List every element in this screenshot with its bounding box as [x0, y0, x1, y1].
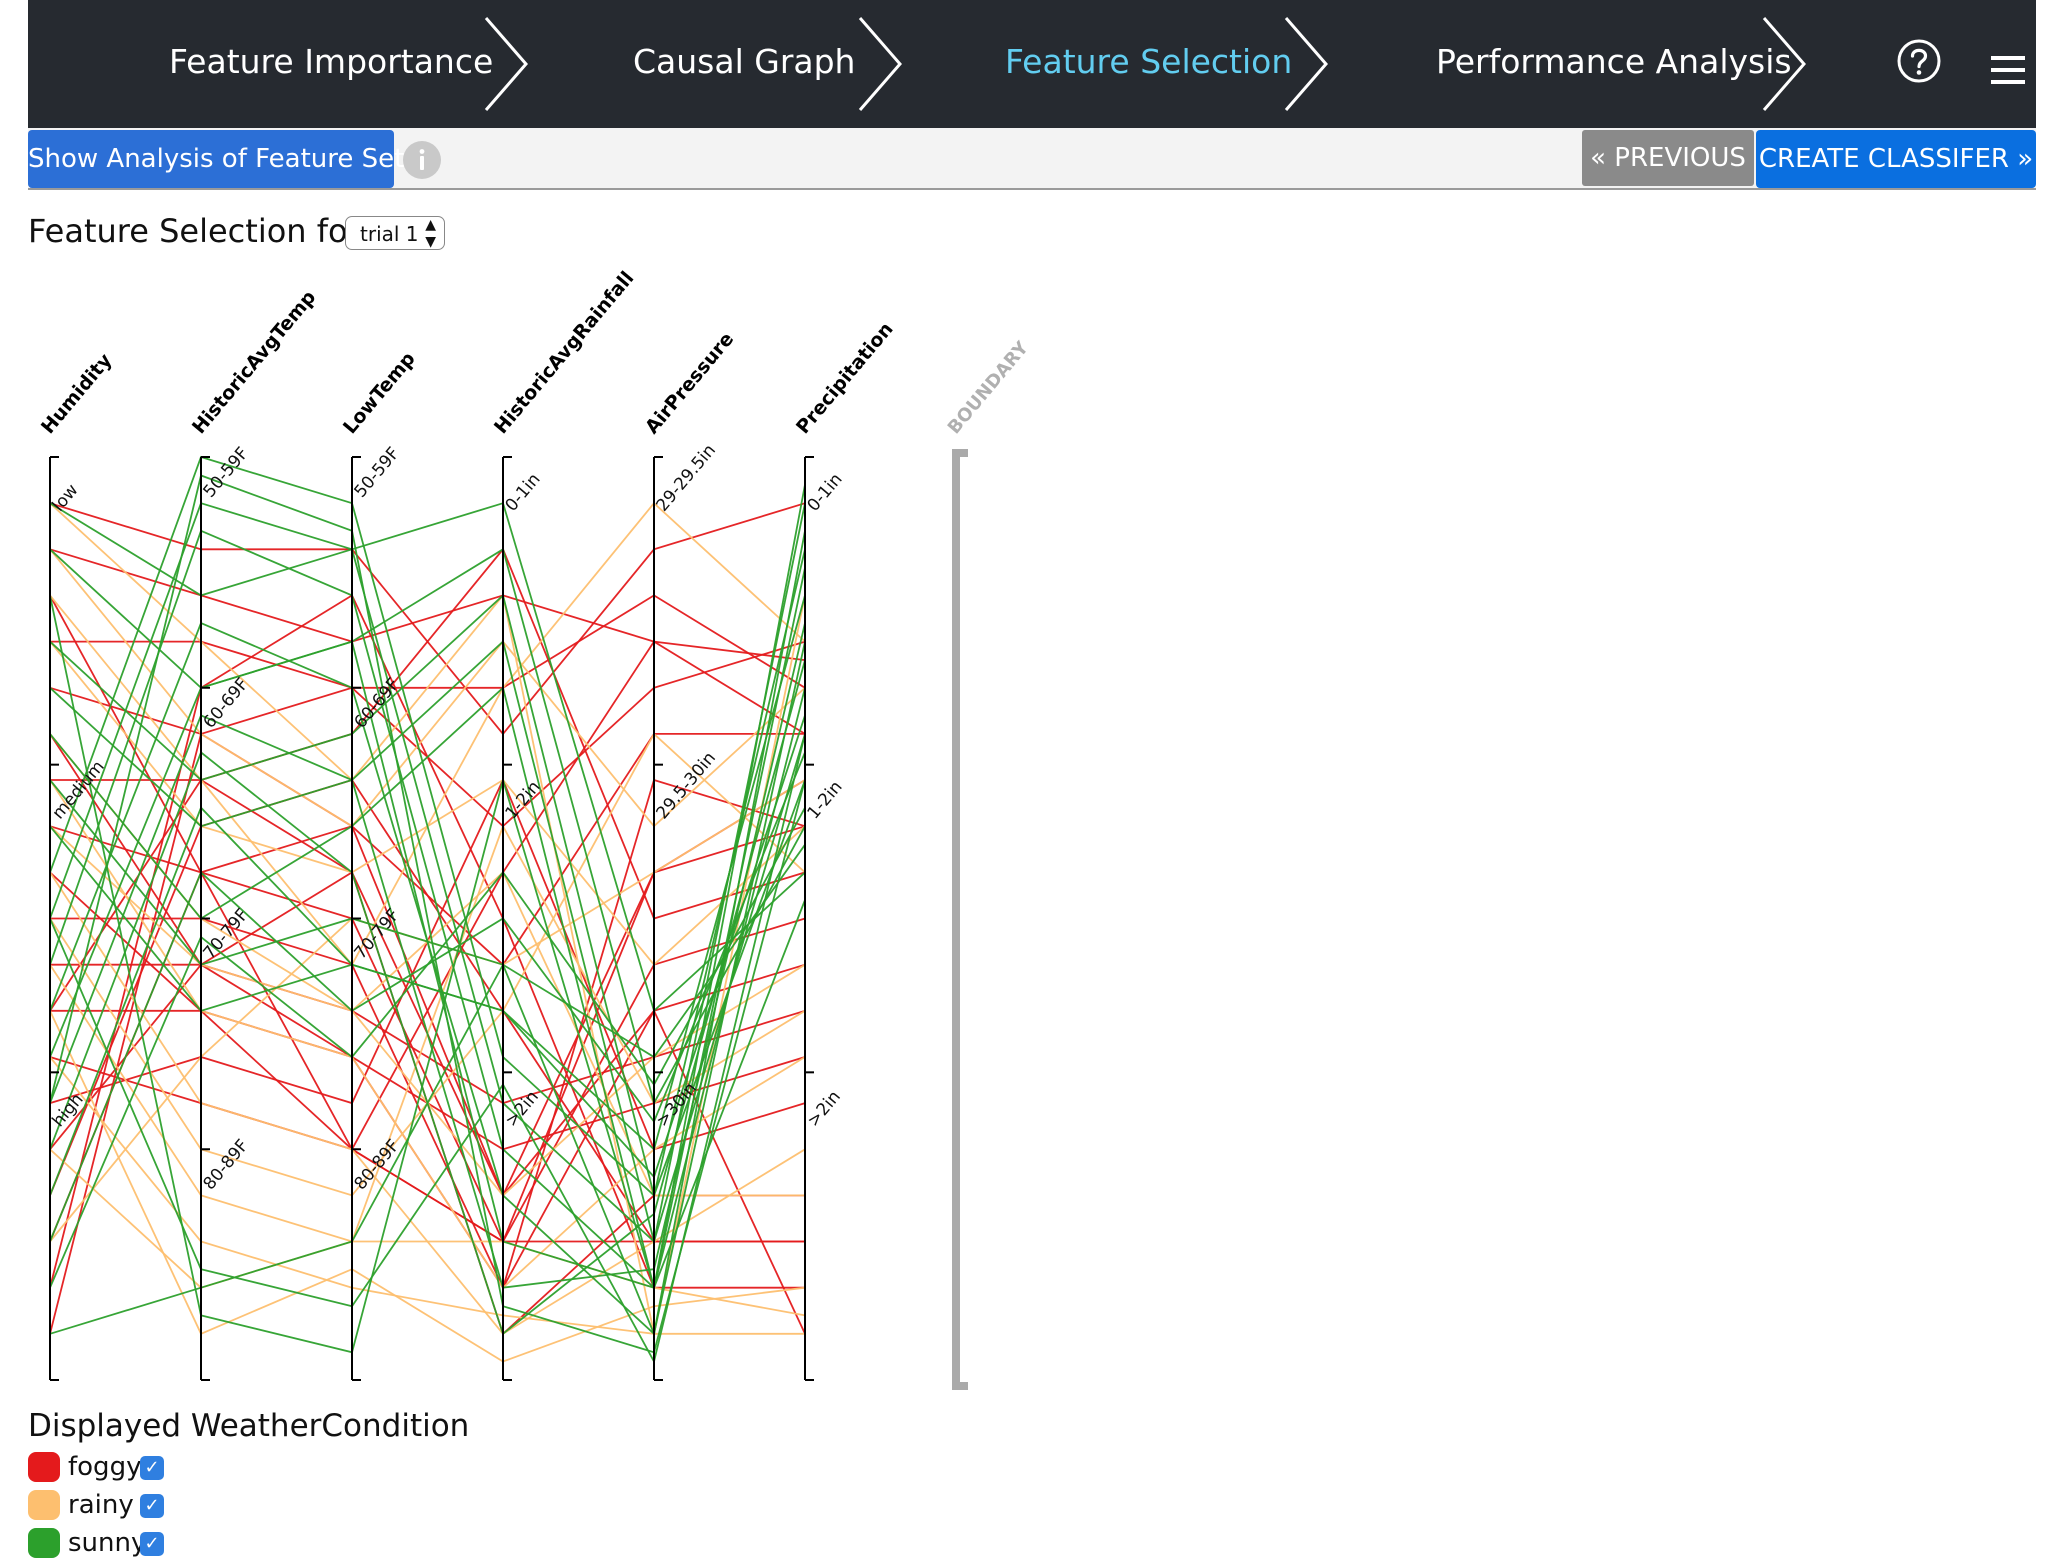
data-line-foggy — [50, 917, 806, 1290]
data-line-sunny — [49, 844, 806, 1335]
chevron-right-icon — [1284, 17, 1328, 111]
trial-select[interactable]: trial 1 ▲ ▼ — [345, 216, 445, 250]
legend-checkbox-rainy[interactable]: ✓ — [140, 1494, 164, 1518]
data-line-foggy — [49, 640, 806, 1151]
data-line-sunny — [49, 484, 806, 1290]
tick-label: 60-69F — [351, 674, 404, 732]
data-line-rainy — [49, 502, 806, 1334]
tick-label: low — [49, 480, 83, 515]
tick-label: 0-1in — [502, 470, 545, 516]
data-line-rainy — [49, 1010, 806, 1363]
data-line-sunny — [49, 595, 806, 1354]
show-analysis-button[interactable]: Show Analysis of Feature Set — [28, 130, 404, 188]
axis-title: Humidity — [37, 349, 117, 438]
boundary-bracket[interactable]: BOUNDARY — [944, 337, 1034, 1390]
axis-Precipitation[interactable]: 0-1in 1-2in >2in Precipitation — [792, 318, 898, 1381]
data-line-rainy — [49, 548, 806, 828]
data-line-sunny — [49, 455, 806, 1198]
step-performance-analysis[interactable]: Performance Analysis — [1436, 42, 1792, 81]
previous-button[interactable]: « PREVIOUS — [1582, 130, 1754, 186]
create-classifier-button[interactable]: CREATE CLASSIFER » — [1756, 130, 2036, 188]
step-feature-importance[interactable]: Feature Importance — [169, 42, 494, 81]
chevron-right-icon — [484, 17, 528, 111]
data-line-sunny — [49, 593, 806, 1199]
legend-swatch-foggy — [28, 1452, 60, 1482]
hamburger-menu-icon[interactable] — [1991, 56, 2025, 84]
legend-swatch-rainy — [28, 1490, 60, 1520]
question-circle-icon[interactable] — [1896, 38, 1942, 84]
tick-label: 50-59F — [351, 444, 404, 502]
data-line-rainy — [49, 779, 806, 1290]
tick-label: 29-29.5in — [653, 441, 720, 516]
info-icon[interactable] — [402, 140, 442, 180]
tick-label: 50-59F — [200, 444, 253, 502]
parallel-coordinates-chart: lowmediumhighHumidity50-59F60-69F70-79F8… — [37, 270, 1034, 1390]
data-line-sunny — [49, 659, 806, 1336]
data-line-foggy — [49, 548, 806, 661]
axis-title: LowTemp — [339, 348, 420, 438]
workflow-nav: Feature Importance Causal Graph Feature … — [28, 0, 2036, 128]
legend-swatch-sunny — [28, 1528, 60, 1558]
tick-label: 0-1in — [804, 470, 847, 516]
legend-title: Displayed WeatherCondition — [28, 1408, 470, 1444]
data-line-sunny — [49, 530, 806, 1336]
legend-checkbox-foggy[interactable]: ✓ — [140, 1456, 164, 1480]
axis-title: HistoricAvgTemp — [188, 286, 320, 438]
boundary-label: BOUNDARY — [944, 337, 1034, 438]
trial-select-value: trial 1 — [360, 222, 419, 246]
data-line-foggy — [50, 963, 806, 1105]
legend-label-foggy: foggy — [68, 1452, 142, 1482]
data-lines — [49, 455, 806, 1364]
step-causal-graph[interactable]: Causal Graph — [633, 42, 856, 81]
data-line-sunny — [49, 567, 806, 1289]
step-feature-selection[interactable]: Feature Selection — [1005, 42, 1293, 81]
data-line-sunny — [49, 807, 806, 1289]
data-line-foggy — [49, 825, 806, 1244]
data-line-rainy — [49, 964, 806, 1317]
tick-label: >2in — [804, 1087, 845, 1131]
tick-label: 80-89F — [200, 1136, 253, 1194]
chevron-right-icon — [1762, 17, 1806, 111]
axis-title: AirPressure — [641, 328, 738, 438]
data-line-sunny — [49, 686, 806, 1288]
legend-label-sunny: sunny — [68, 1528, 147, 1558]
select-arrows-icon: ▲ ▼ — [425, 217, 436, 250]
data-line-sunny — [49, 715, 806, 1196]
legend-label-rainy: rainy — [68, 1490, 134, 1520]
tick-label: 1-2in — [804, 777, 847, 823]
feature-selection-label: Feature Selection for: — [28, 212, 371, 250]
data-line-sunny — [49, 474, 806, 1354]
data-line-sunny — [49, 622, 806, 1289]
legend-checkbox-sunny[interactable]: ✓ — [140, 1532, 164, 1556]
axis-title: HistoricAvgRainfall — [490, 270, 638, 438]
chevron-right-icon — [858, 17, 902, 111]
boundary-line — [952, 449, 968, 1390]
axis-title: Precipitation — [792, 318, 898, 438]
